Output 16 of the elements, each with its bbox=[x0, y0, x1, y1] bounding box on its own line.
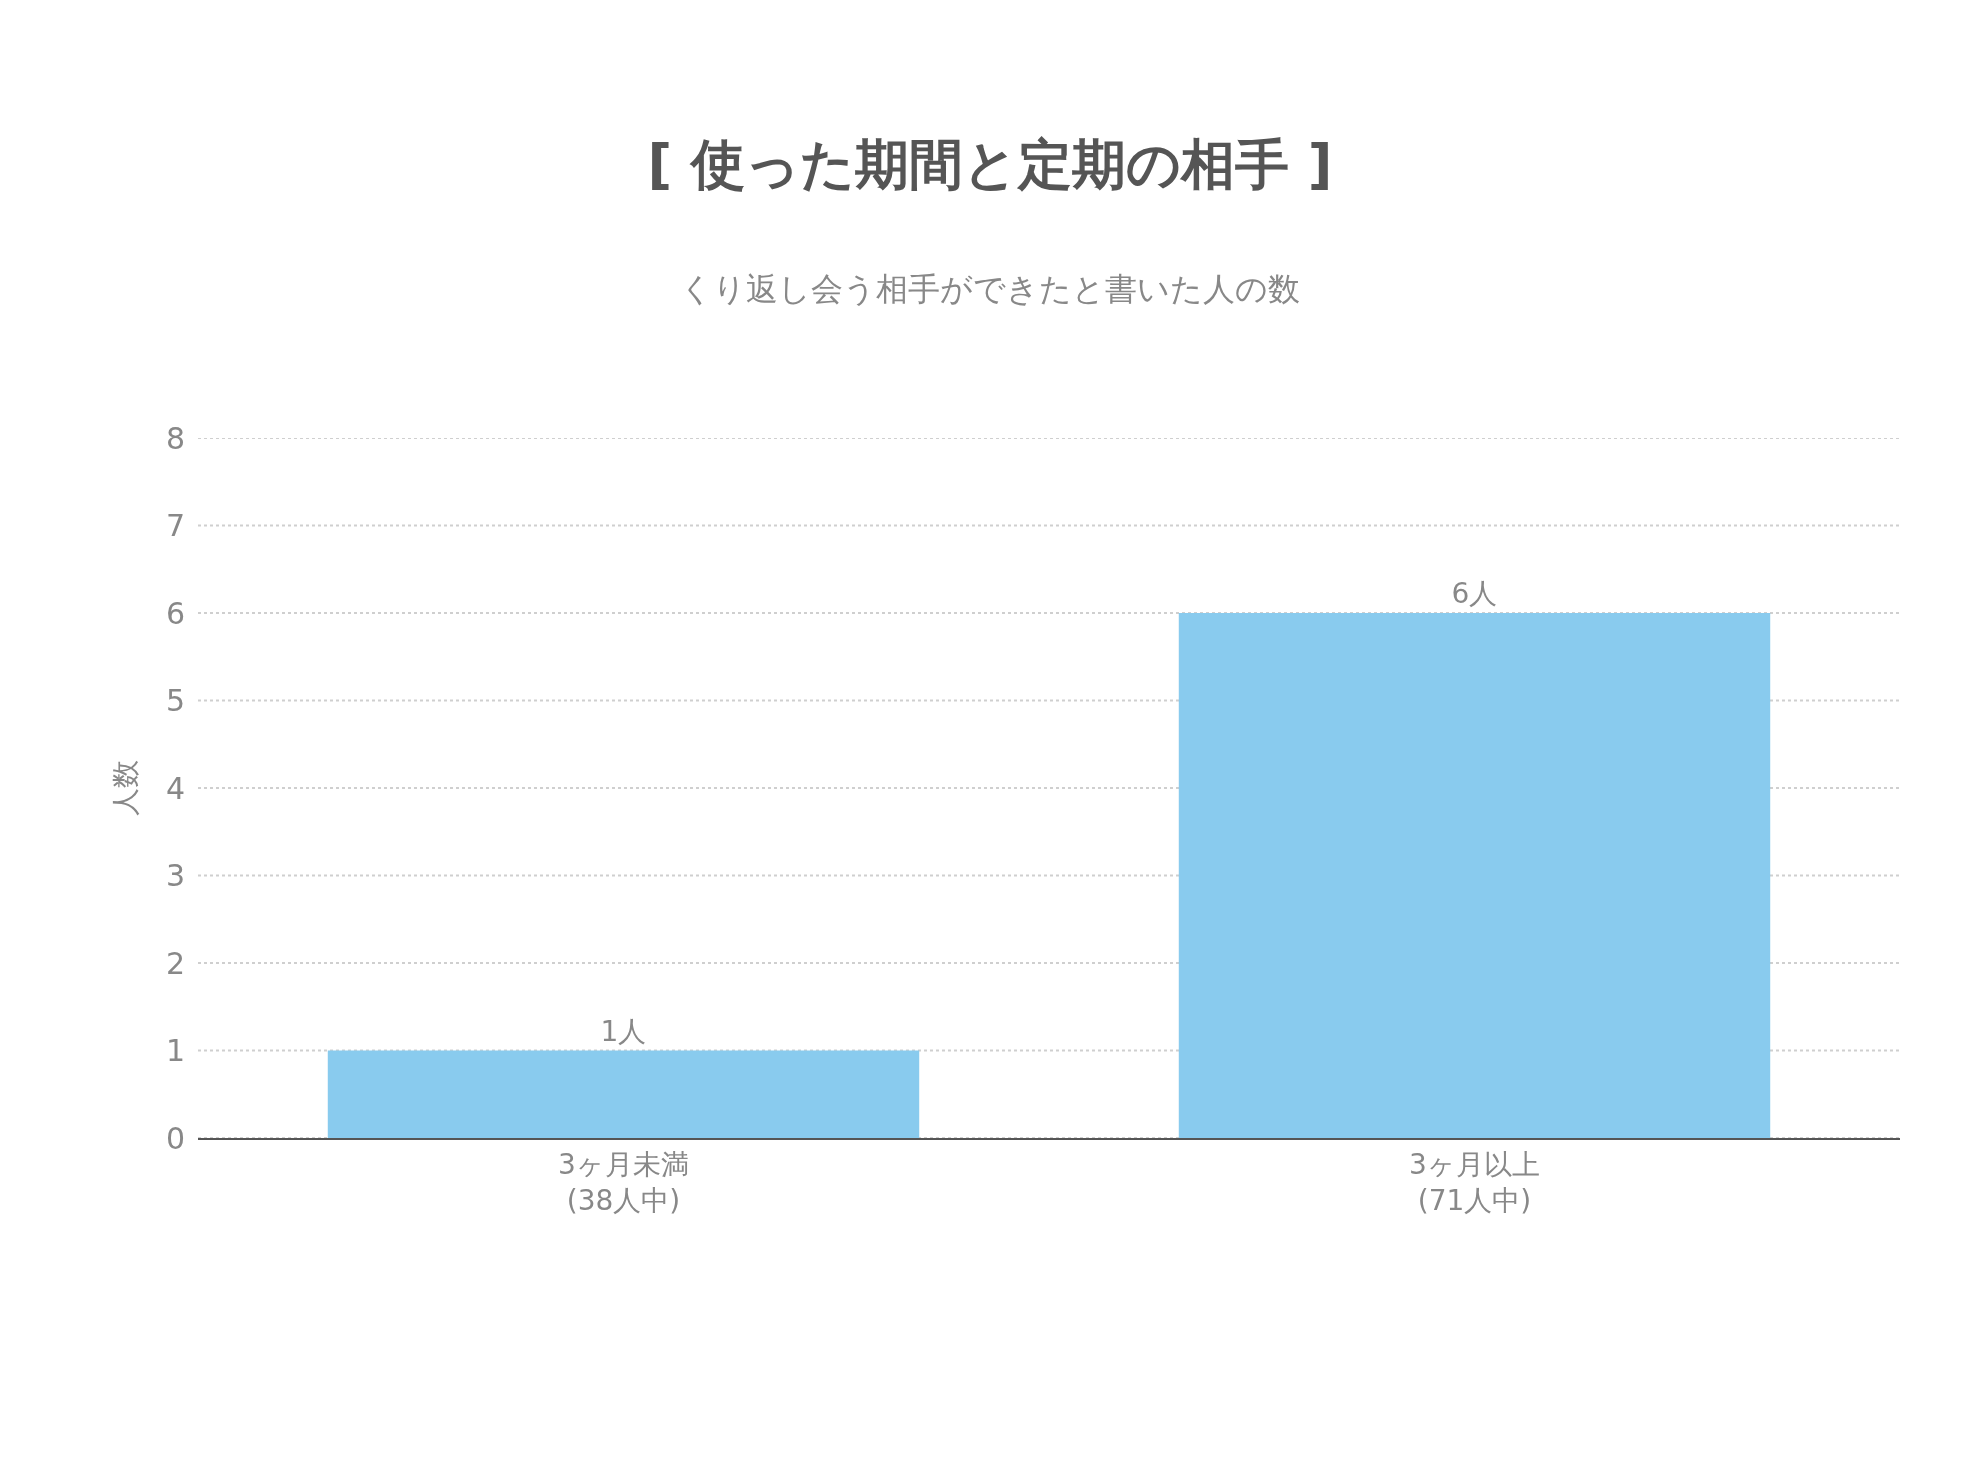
y-tick-label: 1 bbox=[165, 1033, 185, 1068]
y-axis-title: 人数 bbox=[108, 760, 142, 816]
y-tick-label: 7 bbox=[165, 508, 185, 543]
y-tick-label: 2 bbox=[165, 945, 185, 981]
y-tick-label: 4 bbox=[165, 770, 185, 806]
y-tick-label: 8 bbox=[165, 420, 185, 456]
y-tick-label: 6 bbox=[165, 595, 185, 631]
y-tick-label: 3 bbox=[165, 858, 185, 893]
y-tick-label: 0 bbox=[165, 1120, 185, 1156]
data-label: 1人 bbox=[600, 1014, 647, 1048]
chart-title: [ 使った期間と定期の相手 ] bbox=[647, 132, 1333, 196]
data-label: 6人 bbox=[1451, 577, 1498, 610]
y-tick-label: 5 bbox=[165, 683, 185, 718]
chart-subtitle: くり返し会う相手ができたと書いた人の数 bbox=[680, 270, 1300, 308]
x-tick-label: 3ヶ月以上 (71人中) bbox=[1409, 1147, 1540, 1217]
x-tick-label: 3ヶ月未満 (38人中) bbox=[558, 1147, 689, 1217]
